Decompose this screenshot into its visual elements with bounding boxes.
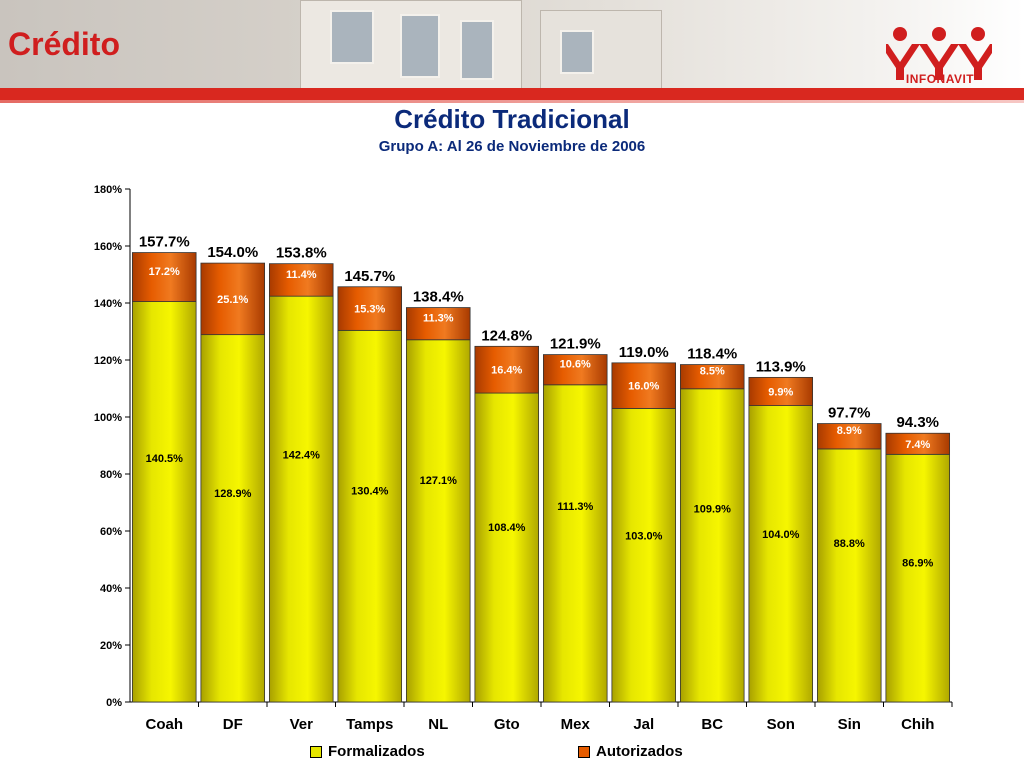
y-tick-label: 100% bbox=[94, 412, 122, 424]
x-category-label: Tamps bbox=[346, 716, 393, 733]
data-label-total: 121.9% bbox=[550, 336, 601, 353]
bar-autorizados bbox=[474, 345, 540, 394]
data-label-formalizados: 130.4% bbox=[351, 485, 389, 497]
header-red-band bbox=[0, 88, 1024, 100]
x-category-label: Mex bbox=[561, 716, 591, 733]
x-category-label: Jal bbox=[633, 716, 654, 733]
chart-subtitle: Grupo A: Al 26 de Noviembre de 2006 bbox=[378, 138, 646, 155]
y-tick-label: 120% bbox=[94, 355, 122, 367]
bar-formalizados bbox=[131, 301, 197, 703]
bar-formalizados bbox=[611, 408, 677, 703]
data-label-formalizados: 111.3% bbox=[557, 501, 593, 513]
data-label-autorizados: 25.1% bbox=[217, 294, 248, 306]
bar-autorizados bbox=[748, 376, 814, 407]
data-label-autorizados: 15.3% bbox=[354, 304, 385, 316]
bar-autorizados bbox=[268, 263, 334, 297]
data-label-total: 145.7% bbox=[344, 268, 395, 285]
bar-autorizados bbox=[816, 423, 882, 450]
data-label-autorizados: 8.9% bbox=[837, 425, 862, 437]
data-label-total: 138.4% bbox=[413, 289, 464, 306]
x-category-label: Chih bbox=[901, 716, 934, 733]
bar-autorizados bbox=[611, 362, 677, 409]
y-tick-label: 40% bbox=[100, 583, 122, 595]
data-label-total: 119.0% bbox=[619, 344, 669, 361]
infonavit-logo bbox=[886, 27, 992, 80]
header-red-band-fade bbox=[0, 100, 1024, 103]
bar-formalizados bbox=[268, 295, 334, 703]
data-label-formalizados: 128.9% bbox=[214, 488, 252, 500]
bar-autorizados bbox=[200, 262, 266, 336]
data-label-total: 154.0% bbox=[207, 244, 258, 261]
bar-autorizados bbox=[131, 252, 197, 302]
data-label-autorizados: 16.4% bbox=[491, 365, 522, 377]
bar-formalizados bbox=[405, 339, 471, 703]
x-category-label: Sin bbox=[838, 716, 861, 733]
legend-label-formalizados: Formalizados bbox=[328, 743, 425, 760]
bar-formalizados bbox=[748, 405, 814, 703]
legend-item-formalizados: Formalizados bbox=[310, 743, 425, 760]
legend-swatch-formalizados bbox=[310, 745, 322, 758]
bar-autorizados bbox=[337, 286, 403, 331]
data-label-total: 97.7% bbox=[828, 405, 871, 422]
x-category-label: NL bbox=[428, 716, 448, 733]
data-label-total: 113.9% bbox=[756, 358, 806, 375]
bar-autorizados bbox=[405, 307, 471, 341]
bar-formalizados bbox=[200, 334, 266, 703]
bar-formalizados bbox=[542, 384, 608, 703]
bar-formalizados bbox=[885, 453, 951, 703]
data-label-autorizados: 17.2% bbox=[149, 266, 180, 278]
bar-autorizados bbox=[679, 364, 745, 390]
x-category-label: Ver bbox=[290, 716, 314, 733]
bar-autorizados bbox=[542, 354, 608, 386]
data-label-autorizados: 7.4% bbox=[905, 439, 930, 451]
legend-swatch-autorizados bbox=[578, 745, 590, 758]
data-label-autorizados: 11.4% bbox=[286, 269, 317, 281]
data-label-total: 124.8% bbox=[481, 327, 532, 344]
logo-text: INFONAVIT bbox=[905, 72, 975, 86]
x-category-label: Coah bbox=[146, 716, 184, 733]
data-label-total: 157.7% bbox=[139, 234, 190, 251]
data-label-formalizados: 88.8% bbox=[834, 538, 865, 550]
data-label-total: 153.8% bbox=[276, 245, 327, 262]
x-category-label: Son bbox=[767, 716, 795, 733]
section-title: Crédito bbox=[8, 26, 120, 62]
data-label-autorizados: 9.9% bbox=[768, 386, 793, 398]
data-label-total: 94.3% bbox=[896, 414, 939, 431]
data-label-formalizados: 127.1% bbox=[420, 475, 458, 487]
data-label-formalizados: 103.0% bbox=[625, 531, 663, 543]
legend-label-autorizados: Autorizados bbox=[596, 743, 683, 760]
y-tick-label: 80% bbox=[100, 469, 122, 481]
data-label-autorizados: 11.3% bbox=[423, 313, 454, 325]
data-label-autorizados: 10.6% bbox=[560, 359, 591, 371]
data-label-total: 118.4% bbox=[687, 346, 737, 363]
data-label-formalizados: 108.4% bbox=[488, 522, 526, 534]
bar-formalizados bbox=[337, 329, 403, 703]
legend-item-autorizados: Autorizados bbox=[578, 743, 683, 760]
y-tick-label: 180% bbox=[94, 184, 122, 196]
data-label-formalizados: 109.9% bbox=[694, 503, 732, 515]
bar-autorizados bbox=[885, 432, 951, 455]
y-tick-label: 140% bbox=[94, 298, 122, 310]
chart-title: Crédito Tradicional bbox=[394, 104, 630, 134]
y-tick-label: 60% bbox=[100, 526, 122, 538]
x-category-label: Gto bbox=[494, 716, 520, 733]
y-tick-label: 0% bbox=[106, 697, 122, 709]
data-label-autorizados: 8.5% bbox=[700, 366, 725, 378]
y-tick-label: 20% bbox=[100, 640, 122, 652]
y-tick-label: 160% bbox=[94, 241, 122, 253]
x-category-label: BC bbox=[701, 716, 723, 733]
data-label-formalizados: 104.0% bbox=[762, 529, 800, 541]
bar-formalizados bbox=[816, 448, 882, 703]
data-label-formalizados: 142.4% bbox=[283, 450, 321, 462]
data-label-formalizados: 140.5% bbox=[146, 453, 184, 465]
header-banner-photo bbox=[0, 0, 1024, 90]
bar-formalizados bbox=[474, 392, 540, 703]
bar-formalizados bbox=[679, 388, 745, 703]
x-category-label: DF bbox=[223, 716, 243, 733]
data-label-formalizados: 86.9% bbox=[902, 557, 933, 569]
data-label-autorizados: 16.0% bbox=[628, 381, 659, 393]
